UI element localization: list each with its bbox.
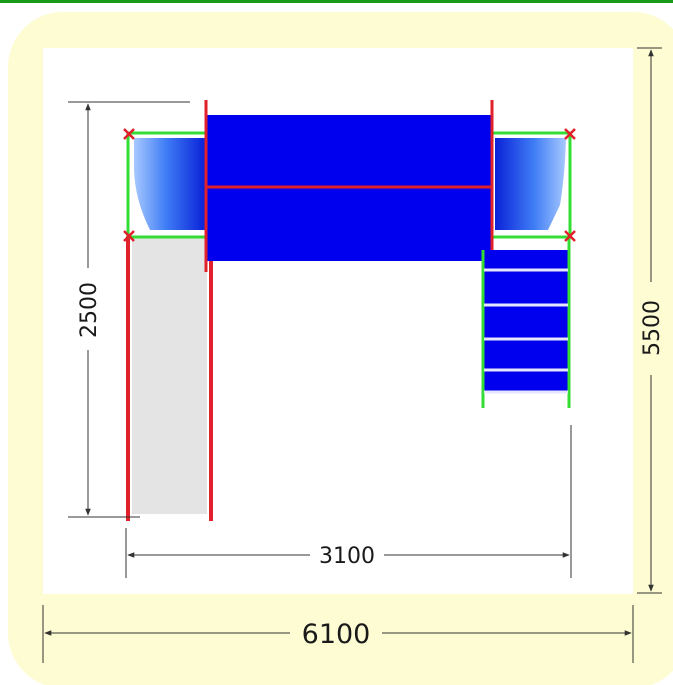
dimension-total-depth: 5500 [637, 47, 665, 594]
bolt-icon [123, 230, 135, 242]
tube-roof-icon [495, 138, 566, 230]
dimension-tower-height: 2500 [68, 101, 190, 518]
bolt-icon [564, 128, 576, 140]
bolt-icon [564, 230, 576, 242]
tube-roof-icon [134, 138, 205, 230]
dim-label-tower-height: 2500 [77, 282, 102, 338]
dimension-total-width: 6100 [42, 605, 634, 663]
slide [132, 236, 207, 514]
ladder [481, 236, 571, 408]
dim-label-total-depth: 5500 [640, 300, 665, 356]
bolt-icon [123, 128, 135, 140]
connector-bolts [123, 128, 576, 242]
top-border [0, 0, 673, 3]
dim-label-inner-width: 3100 [319, 544, 375, 569]
dimension-inner-width: 3100 [125, 425, 572, 578]
dim-label-total-width: 6100 [302, 619, 371, 650]
